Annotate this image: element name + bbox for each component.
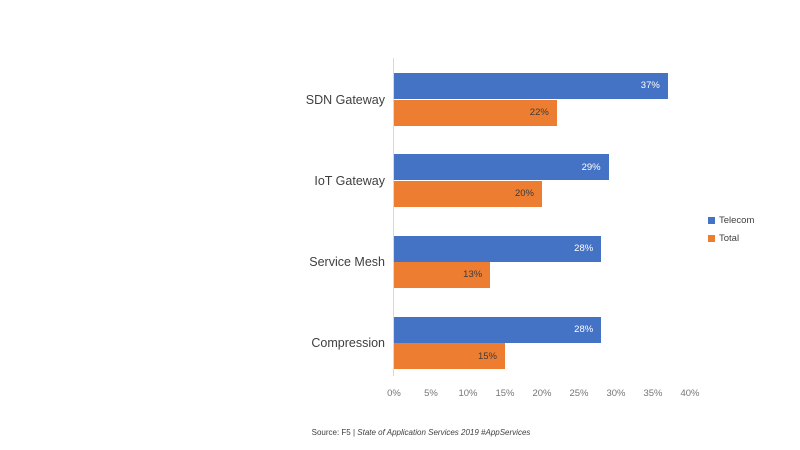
x-axis-tick-label: 40% <box>680 388 700 399</box>
source-prefix: Source: F5 | <box>311 428 358 437</box>
data-label: 15% <box>477 350 497 362</box>
x-axis-tick-label: 20% <box>532 388 552 399</box>
x-axis-tick-label: 35% <box>643 388 663 399</box>
legend-swatch-icon <box>708 234 715 242</box>
category-label-service-mesh: Service Mesh <box>309 255 385 270</box>
data-label: 28% <box>574 324 594 336</box>
x-axis-tick-label: 30% <box>606 388 626 399</box>
bar-telecom-sdn-gateway: 37% <box>394 73 668 99</box>
bar-telecom-iot-gateway: 29% <box>394 154 609 181</box>
data-label: 20% <box>514 188 534 200</box>
legend-swatch-icon <box>708 216 715 224</box>
bar-telecom-service-mesh: 28% <box>394 235 602 262</box>
category-label-sdn-gateway: SDN Gateway <box>305 92 385 107</box>
y-axis-line <box>393 58 394 376</box>
category-label-iot-gateway: IoT Gateway <box>314 173 385 188</box>
x-axis-tick-label: 15% <box>495 388 515 399</box>
bar-total-iot-gateway: 20% <box>394 180 542 207</box>
legend-label: Total <box>719 232 740 244</box>
x-axis-tick-label: 0% <box>387 388 401 399</box>
bar-total-sdn-gateway: 22% <box>394 99 557 126</box>
legend-label: Telecom <box>719 214 755 226</box>
x-axis-tick-label: 25% <box>569 388 589 399</box>
legend: Telecom Total <box>708 211 754 247</box>
data-label: 22% <box>529 106 549 118</box>
data-label: 13% <box>463 269 483 281</box>
data-label: 37% <box>640 80 660 92</box>
source-note: Source: F5 | State of Application Servic… <box>312 428 531 437</box>
category-label-compression: Compression <box>311 336 385 351</box>
bar-telecom-compression: 28% <box>394 316 602 343</box>
bar-total-compression: 15% <box>394 343 505 370</box>
legend-item-telecom: Telecom <box>708 211 754 229</box>
legend-item-total: Total <box>708 229 754 247</box>
bar-total-service-mesh: 13% <box>394 262 491 289</box>
data-label: 29% <box>581 161 601 173</box>
source-citation: State of Application Services 2019 #AppS… <box>357 428 531 437</box>
x-axis-tick-label: 10% <box>458 388 478 399</box>
x-axis-tick-label: 5% <box>424 388 438 399</box>
data-label: 28% <box>574 242 594 254</box>
